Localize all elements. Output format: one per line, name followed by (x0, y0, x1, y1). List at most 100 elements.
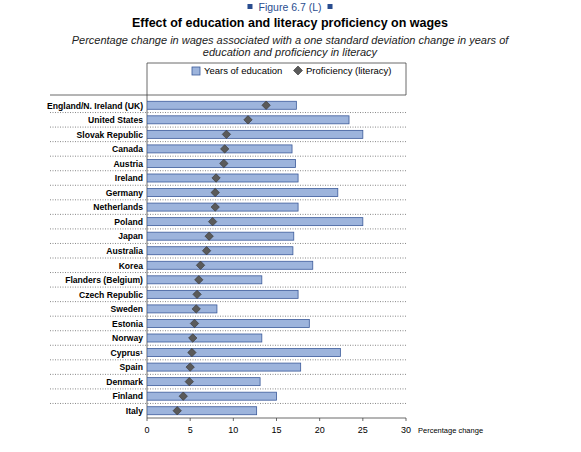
row-separator (50, 170, 406, 171)
diamond-marker (195, 276, 203, 284)
row-separator (50, 316, 406, 317)
diamond-marker (211, 203, 219, 211)
x-tick-label: 25 (358, 425, 368, 435)
bar (147, 145, 292, 153)
bar (147, 232, 294, 240)
figure-label: Figure 6.7 (L) (258, 1, 321, 13)
x-tick (319, 418, 320, 421)
category-label: Flanders (Belgium) (65, 275, 143, 285)
x-tick-label: 0 (144, 425, 149, 435)
diamond-marker (205, 232, 213, 240)
x-tick (190, 418, 191, 421)
legend-swatch (192, 67, 200, 75)
row-separator (50, 258, 406, 259)
category-label: Cyprus¹ (111, 348, 144, 358)
category-label: Germany (106, 188, 143, 198)
category-label: Sweden (111, 304, 143, 314)
diamond-marker (202, 247, 210, 255)
category-label: Japan (118, 231, 143, 241)
bar (147, 334, 262, 342)
bar (147, 116, 349, 124)
row-separator (50, 301, 406, 302)
chart: Figure 6.7 (L) Effect of education and li… (0, 0, 581, 452)
bar (147, 276, 262, 284)
bar (147, 203, 298, 211)
legend: Years of educationProficiency (literacy) (192, 65, 392, 76)
diamond-marker (244, 116, 252, 124)
x-tick-label: 5 (188, 425, 193, 435)
category-label: Canada (112, 144, 143, 154)
diamond-marker (221, 145, 229, 153)
category-label: Poland (114, 217, 143, 227)
row-separator (50, 243, 406, 244)
bar (147, 349, 340, 357)
diamond-marker (262, 101, 270, 109)
diamond-marker (220, 159, 228, 167)
row-separator (50, 374, 406, 375)
decor-square (328, 4, 333, 9)
subtitle-line: Percentage change in wages associated wi… (72, 34, 510, 46)
subtitle: Percentage change in wages associated wi… (72, 34, 510, 58)
x-tick-label: 20 (315, 425, 325, 435)
row-separator (50, 403, 406, 404)
category-label: Norway (112, 333, 143, 343)
category-label: Slovak Republic (77, 130, 144, 140)
frame-header-bottom (50, 95, 406, 96)
diamond-marker (211, 188, 219, 196)
row-separator (50, 214, 406, 215)
bar (147, 159, 295, 167)
bar (147, 261, 313, 269)
plot-marks (147, 101, 363, 415)
x-axis-label: Percentage change (418, 426, 483, 435)
category-label: Ireland (115, 173, 143, 183)
legend-marker (294, 66, 303, 75)
diamond-marker (179, 392, 187, 400)
category-label: United States (88, 115, 143, 125)
legend-label: Years of education (204, 65, 282, 76)
frame-top (147, 63, 406, 64)
category-label: Italy (126, 406, 143, 416)
diamond-marker (190, 319, 198, 327)
x-tick (147, 418, 148, 421)
frame-right (406, 63, 407, 95)
subtitle-line: education and proficiency in literacy (203, 46, 379, 58)
row-separator (50, 112, 406, 113)
bar (147, 319, 309, 327)
row-separator (50, 388, 406, 389)
row-separator (50, 156, 406, 157)
diamond-marker (186, 363, 194, 371)
decor-square (247, 4, 252, 9)
category-label: Austria (113, 159, 143, 169)
x-tick (276, 418, 277, 421)
bar (147, 305, 217, 313)
category-label: Netherlands (93, 202, 143, 212)
diamond-marker (185, 377, 193, 385)
row-separator (50, 287, 406, 288)
category-label: Denmark (106, 377, 143, 387)
diamond-marker (188, 348, 196, 356)
diamond-marker (212, 174, 220, 182)
category-label: Estonia (112, 319, 143, 329)
row-separator (50, 141, 406, 142)
diamond-marker (173, 407, 181, 415)
bar (147, 290, 298, 298)
bar (147, 247, 293, 255)
row-separator (50, 330, 406, 331)
bar (147, 130, 363, 138)
category-label: Spain (120, 362, 143, 372)
diamond-marker (189, 334, 197, 342)
row-separator (50, 359, 406, 360)
x-tick-label: 15 (271, 425, 281, 435)
title: Effect of education and literacy profici… (132, 16, 448, 30)
diamond-marker (196, 261, 204, 269)
row-separator (50, 345, 406, 346)
category-label: Australia (106, 246, 143, 256)
bar (147, 407, 257, 415)
x-tick (233, 418, 234, 421)
diamond-marker (193, 290, 201, 298)
bar (147, 363, 301, 371)
diamond-marker (192, 305, 200, 313)
bar (147, 392, 277, 400)
category-label: Czech Republic (79, 290, 143, 300)
bar (147, 189, 338, 197)
